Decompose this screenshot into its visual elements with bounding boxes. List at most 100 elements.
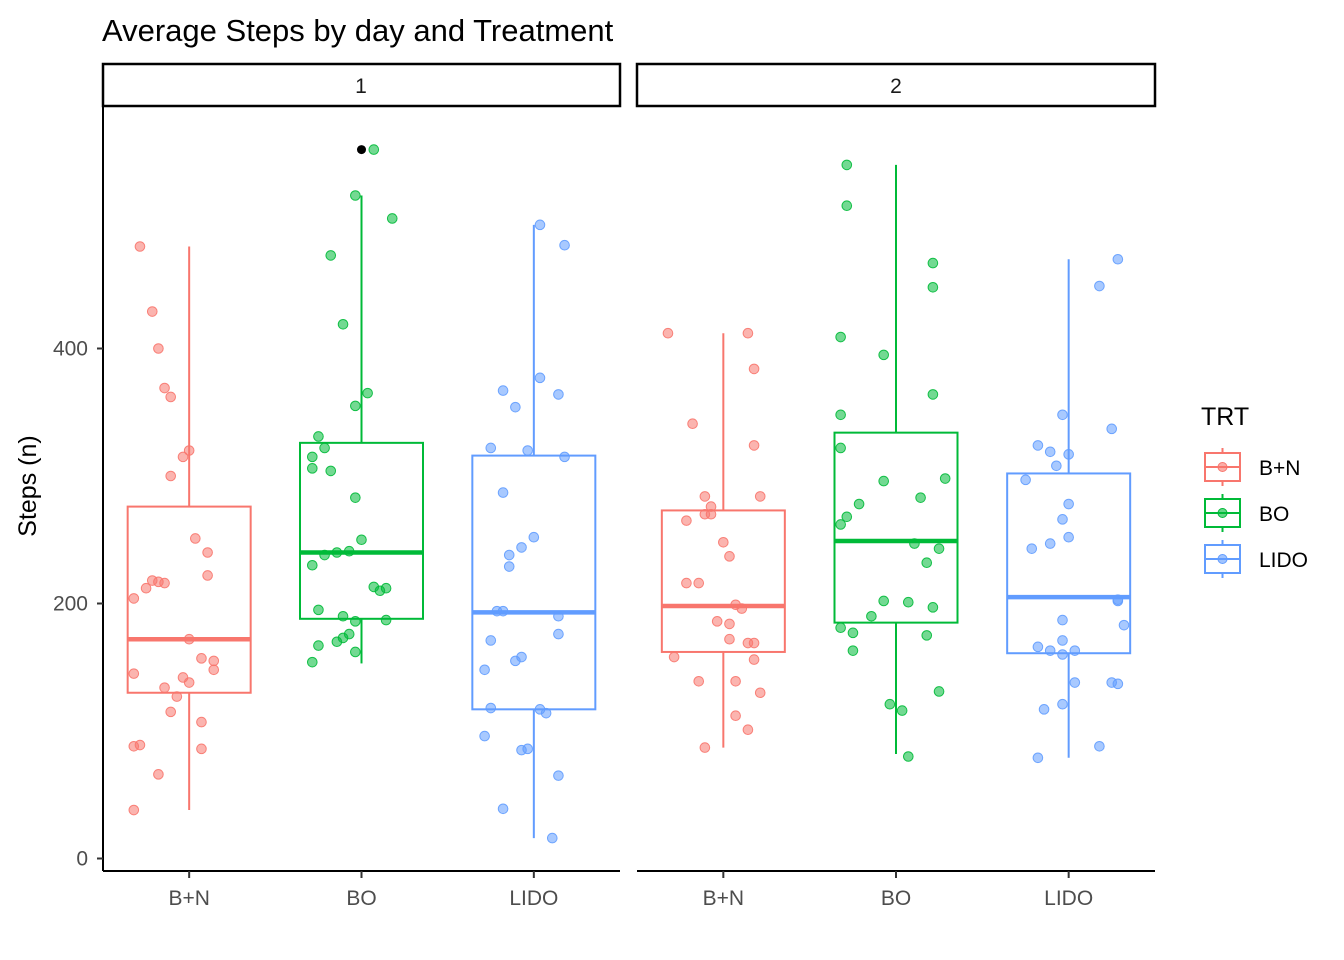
data-point — [202, 547, 213, 558]
data-point — [693, 675, 705, 687]
data-point — [724, 633, 735, 645]
data-point — [485, 635, 497, 646]
data-point — [1112, 595, 1124, 607]
data-point — [485, 442, 497, 454]
box-b-n — [126, 241, 252, 816]
data-point — [140, 582, 152, 594]
data-point — [208, 664, 220, 676]
data-point — [718, 537, 729, 548]
data-point — [699, 491, 711, 502]
box-lido — [1006, 253, 1132, 764]
data-point — [748, 440, 760, 451]
data-point — [307, 463, 318, 474]
data-point — [134, 739, 146, 751]
iqr-box — [471, 454, 597, 711]
y-axis: 0 200 400 — [53, 107, 104, 871]
legend-item: B+N — [1204, 448, 1300, 486]
facet-1-strip-label: 1 — [355, 75, 367, 98]
data-point — [313, 431, 324, 442]
data-point — [1094, 741, 1105, 752]
data-point — [1069, 645, 1081, 656]
data-point — [485, 702, 497, 714]
data-point — [662, 327, 674, 339]
data-point — [350, 190, 361, 201]
data-point — [196, 716, 207, 728]
data-point — [128, 668, 140, 679]
data-point — [153, 769, 164, 780]
data-point — [374, 585, 386, 597]
data-point — [559, 451, 570, 463]
x-tick-label: B+N — [168, 887, 209, 910]
data-point — [903, 596, 914, 608]
data-point — [847, 645, 859, 656]
data-point — [208, 655, 220, 667]
data-point — [510, 401, 521, 413]
x-tick-label: BO — [346, 887, 376, 910]
box-bo — [833, 159, 959, 762]
data-point — [1044, 645, 1056, 656]
data-point — [503, 549, 515, 561]
data-point — [319, 549, 330, 561]
data-point — [835, 409, 846, 421]
data-point — [497, 487, 509, 498]
x-tick-label: LIDO — [509, 887, 558, 910]
data-point — [534, 219, 546, 231]
data-point — [730, 675, 741, 687]
box-bo — [299, 144, 424, 668]
data-point — [497, 803, 509, 815]
data-point — [835, 331, 846, 343]
data-point — [1032, 752, 1044, 764]
data-point — [1118, 619, 1130, 631]
data-point — [909, 538, 920, 549]
data-point — [128, 593, 140, 604]
data-point — [553, 610, 564, 622]
y-tick-label: 0 — [76, 848, 88, 871]
facet-1-panel — [126, 144, 597, 844]
legend-item: LIDO — [1204, 540, 1308, 578]
data-point — [754, 491, 766, 502]
data-point — [933, 686, 945, 697]
iqr-box — [126, 505, 252, 694]
data-point — [177, 451, 189, 463]
data-point — [516, 542, 527, 553]
data-point — [896, 705, 908, 716]
data-point — [362, 387, 373, 399]
data-point — [1112, 253, 1124, 265]
data-point — [748, 654, 760, 665]
iqr-box — [660, 509, 786, 653]
data-point — [668, 651, 680, 663]
data-point — [835, 519, 846, 530]
data-point — [165, 391, 177, 403]
data-point — [1057, 635, 1068, 646]
data-point — [853, 498, 865, 510]
data-point — [153, 343, 164, 354]
y-tick-label: 400 — [53, 338, 88, 361]
data-point — [196, 743, 207, 755]
data-point — [165, 706, 177, 718]
data-point — [835, 442, 846, 454]
data-point — [386, 213, 398, 224]
data-point — [183, 633, 195, 645]
data-point — [1069, 677, 1081, 688]
data-point — [847, 627, 859, 639]
data-point — [1020, 474, 1031, 486]
data-point — [1038, 704, 1050, 715]
data-point — [503, 561, 515, 572]
legend-key-point — [1217, 462, 1228, 472]
data-point — [356, 534, 367, 546]
iqr-box — [299, 441, 424, 620]
data-point — [927, 602, 939, 613]
outlier-point — [357, 145, 366, 155]
data-point — [343, 545, 355, 557]
data-point — [693, 577, 705, 589]
legend-label: BO — [1259, 503, 1289, 526]
data-point — [748, 363, 760, 375]
data-point — [380, 614, 392, 626]
legend-title: TRT — [1201, 403, 1249, 431]
data-point — [313, 604, 324, 616]
data-point — [927, 389, 939, 400]
data-point — [165, 470, 177, 482]
data-point — [325, 250, 337, 261]
data-point — [331, 636, 343, 648]
